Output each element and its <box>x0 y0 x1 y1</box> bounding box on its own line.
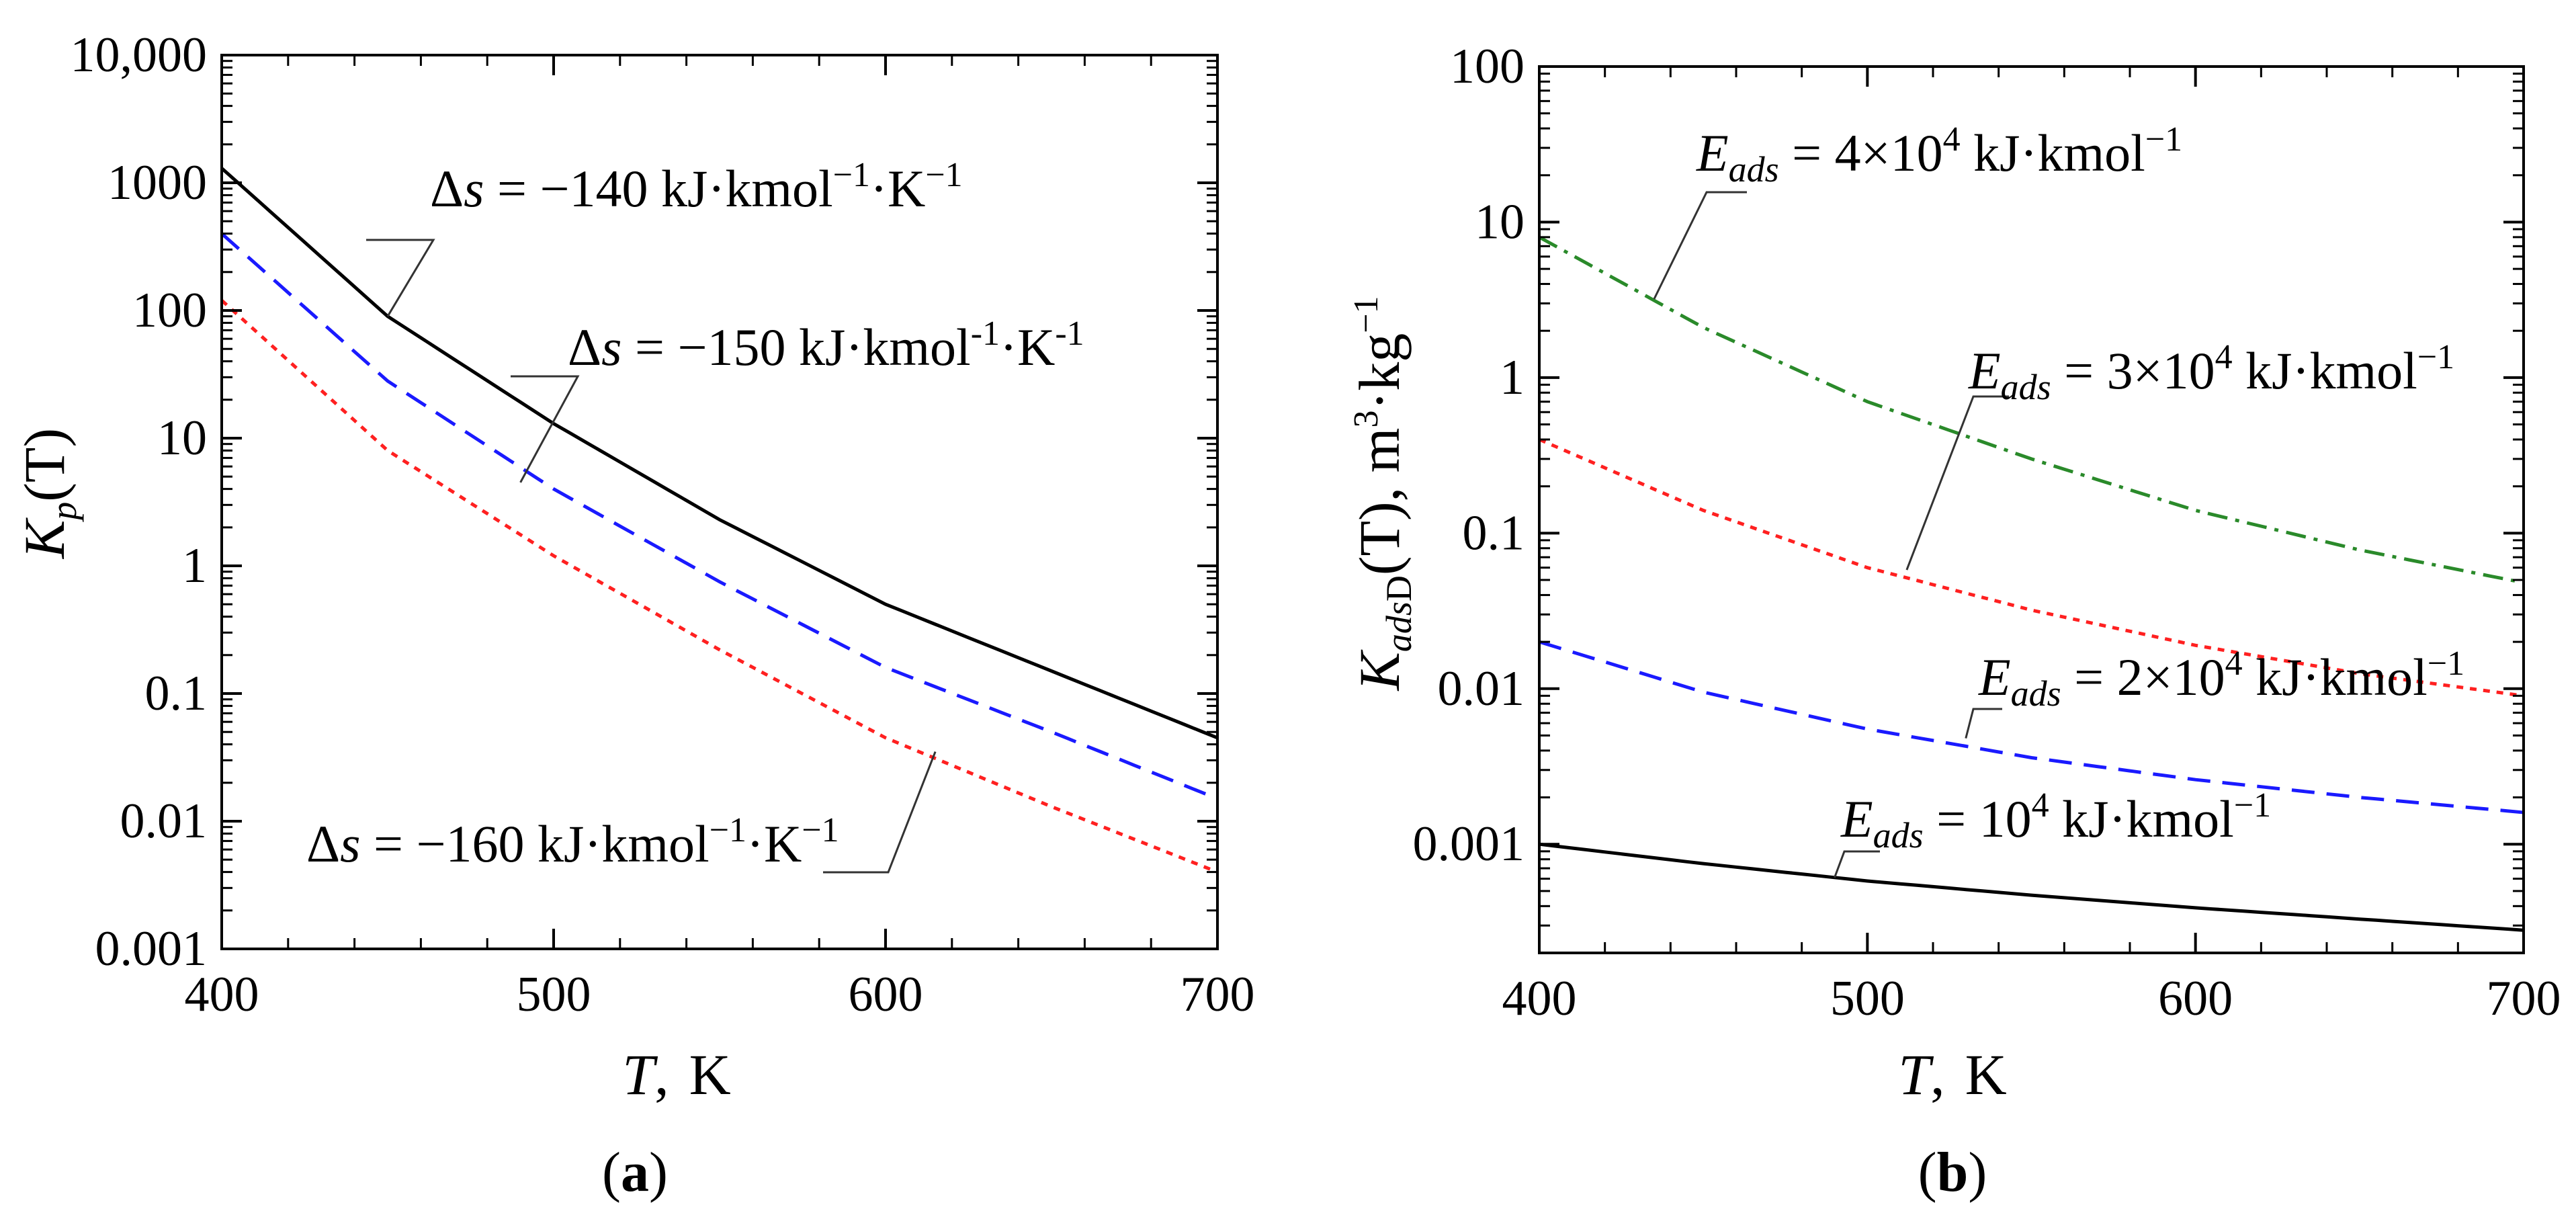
annotation-ds-150: Δs = −150 kJ·kmol-1·K-1 <box>568 315 1084 376</box>
panel-a-series <box>220 167 1218 874</box>
x-tick-label-b-2: 600 <box>2158 971 2233 1026</box>
x-tick-label-a-1: 500 <box>517 967 591 1022</box>
panel-b-x-axis-title: T, K <box>1898 1042 2006 1107</box>
plot-frame-b <box>1538 65 2525 954</box>
x-tick-label-b-3: 700 <box>2487 971 2561 1026</box>
series-line-a-0 <box>220 167 1218 740</box>
y-tick-label-a-7: 10,000 <box>71 28 208 83</box>
annotation-ds-160: Δs = −160 kJ·kmol−1·K−1 <box>306 811 839 873</box>
y-tick-label-b-4: 10 <box>1475 194 1525 249</box>
panel-b: 0.001 0.01 0.1 1 10 100 400 500 600 700 Eads = 4… <box>1347 39 2561 1204</box>
x-tick-label-b-1: 500 <box>1830 971 1905 1026</box>
y-tick-label-a-6: 1000 <box>108 155 207 210</box>
x-tick-label-a-2: 600 <box>849 967 923 1022</box>
y-tick-label-b-3: 1 <box>1500 350 1525 405</box>
y-tick-label-b-0: 0.001 <box>1413 816 1525 872</box>
panel-b-x-ticks: 400 500 600 700 <box>1502 67 2561 1026</box>
annotation-leader-a-1 <box>511 375 580 483</box>
panel-a-caption: (a) <box>602 1141 668 1204</box>
plot-frame-a <box>220 54 1219 950</box>
panel-b-y-axis-title: KadsD(T), m3·kg−1 <box>1347 296 1419 692</box>
annotation-ds-140: Δs = −140 kJ·kmol−1·K−1 <box>430 156 963 218</box>
panel-a-y-ticks: 0.001 0.01 0.1 1 10 100 1000 10,000 <box>71 28 1217 976</box>
series-line-b-3 <box>1538 235 2524 585</box>
annotation-leader-a-2 <box>823 751 937 874</box>
series-line-b-1 <box>1539 640 2524 814</box>
y-tick-label-b-1: 0.01 <box>1438 661 1525 716</box>
panel-a-y-axis-title: Kp(T) <box>12 428 84 560</box>
y-tick-label-b-2: 0.1 <box>1463 505 1525 560</box>
panel-b-frame <box>1538 65 2525 954</box>
annotation-leader-b-2 <box>1965 708 2002 739</box>
y-tick-label-a-1: 0.01 <box>120 794 208 849</box>
series-line-b-0 <box>1539 842 2524 932</box>
panel-a-annotation-leaders <box>366 239 937 874</box>
panel-a-x-ticks: 400 500 600 700 <box>185 55 1255 1022</box>
annotation-leader-b-0 <box>1653 191 1747 300</box>
y-tick-label-a-4: 10 <box>157 411 207 466</box>
y-tick-label-b-5: 100 <box>1450 39 1525 94</box>
panel-b-y-ticks: 0.001 0.01 0.1 1 10 100 <box>1413 39 2524 954</box>
x-tick-label-a-3: 700 <box>1180 967 1255 1022</box>
panel-b-series <box>1538 235 2524 932</box>
annotation-eads-1e4: Eads = 104 kJ·kmol−1 <box>1840 786 2271 855</box>
annotation-eads-2e4: Eads = 2×104 kJ·kmol−1 <box>1978 644 2464 714</box>
y-tick-label-a-3: 1 <box>182 538 207 593</box>
x-tick-label-b-0: 400 <box>1502 971 1577 1026</box>
panel-a-frame <box>220 54 1219 950</box>
annotation-leader-b-1 <box>1905 395 2009 571</box>
y-tick-label-a-0: 0.001 <box>95 921 208 976</box>
panel-b-caption: (b) <box>1918 1141 1987 1204</box>
annotation-leader-b-3 <box>1834 850 1880 878</box>
y-tick-label-a-2: 0.1 <box>145 666 208 721</box>
panel-a: 0.001 0.01 0.1 1 10 100 1000 10,000 400 500 600 70… <box>12 28 1255 1204</box>
series-line-a-2 <box>220 299 1218 874</box>
series-line-a-1 <box>220 232 1218 800</box>
panel-a-x-axis-title: T, K <box>622 1042 730 1107</box>
y-tick-label-a-5: 100 <box>132 283 207 338</box>
series-line-b-2 <box>1539 437 2524 698</box>
annotation-leader-a-0 <box>366 239 435 317</box>
annotation-eads-4e4: Eads = 4×104 kJ·kmol−1 <box>1696 120 2182 190</box>
panel-b-annotation-leaders <box>1653 191 2009 878</box>
x-tick-label-a-0: 400 <box>185 967 259 1022</box>
annotation-eads-3e4: Eads = 3×104 kJ·kmol−1 <box>1968 338 2454 407</box>
